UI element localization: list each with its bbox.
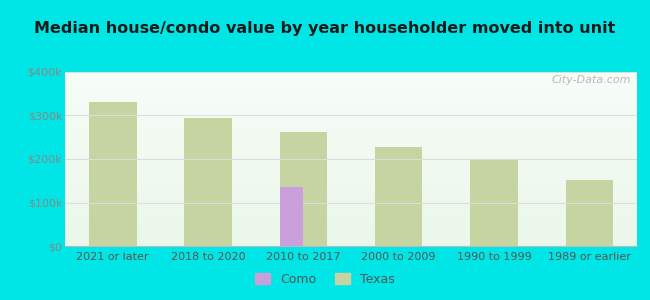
Bar bbox=[566, 180, 613, 246]
Bar bbox=[89, 102, 136, 246]
Bar bbox=[280, 187, 304, 246]
Legend: Como, Texas: Como, Texas bbox=[250, 268, 400, 291]
Bar bbox=[470, 160, 518, 246]
Text: City-Data.com: City-Data.com bbox=[552, 76, 631, 85]
Bar bbox=[184, 118, 232, 246]
Text: Median house/condo value by year householder moved into unit: Median house/condo value by year househo… bbox=[34, 21, 616, 36]
Bar bbox=[280, 132, 327, 246]
Bar bbox=[375, 147, 422, 246]
